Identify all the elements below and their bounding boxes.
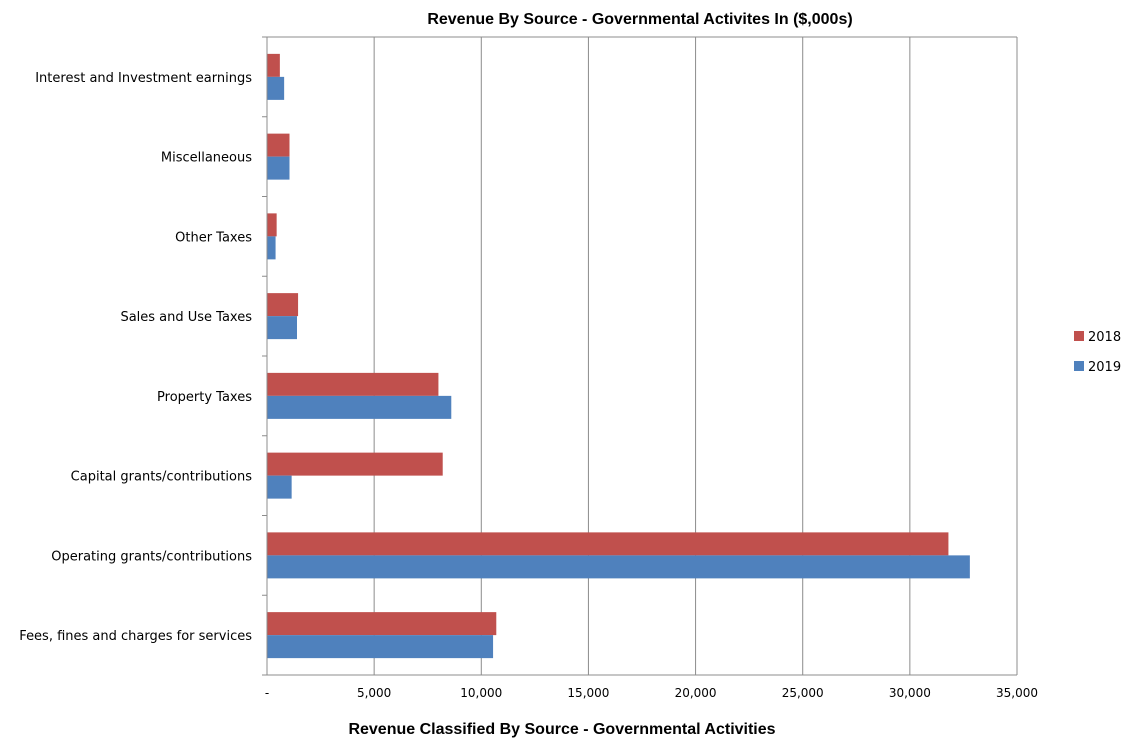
category-label: Other Taxes <box>175 230 252 245</box>
bar-2018-0 <box>267 53 280 77</box>
bar-2019-4 <box>267 395 452 419</box>
category-label: Capital grants/contributions <box>71 470 253 485</box>
x-tick-label: 25,000 <box>782 686 824 700</box>
category-label: Property Taxes <box>157 390 252 405</box>
legend-swatch-2018 <box>1074 331 1084 341</box>
legend-swatch-2019 <box>1074 361 1084 371</box>
gridlines <box>373 37 1018 675</box>
x-tick-label: 30,000 <box>889 686 931 700</box>
x-tick-label: - <box>265 686 269 700</box>
bar-2018-2 <box>267 213 277 237</box>
bar-2018-5 <box>267 452 443 476</box>
x-tick-label: 20,000 <box>675 686 717 700</box>
legend-label-2018: 2018 <box>1088 330 1121 345</box>
legend: 2018 2019 <box>1074 330 1121 375</box>
category-label: Miscellaneous <box>161 151 252 166</box>
x-tick-labels: - 5,000 10,000 15,000 20,000 25,000 30,000 35,0… <box>265 686 1038 700</box>
bars <box>267 53 970 659</box>
x-tick-label: 15,000 <box>567 686 609 700</box>
bar-2019-7 <box>267 635 494 659</box>
x-axis-label: Revenue Classified By Source - Governmen… <box>348 721 775 738</box>
category-label: Sales and Use Taxes <box>120 310 252 325</box>
bar-2018-6 <box>267 532 949 556</box>
bar-2019-0 <box>267 76 285 100</box>
chart-title: Revenue By Source - Governmental Activit… <box>427 11 852 28</box>
category-label: Fees, fines and charges for services <box>19 629 252 644</box>
axes <box>262 36 1017 676</box>
bar-2019-5 <box>267 475 292 499</box>
legend-label-2019: 2019 <box>1088 360 1121 375</box>
bar-2018-7 <box>267 612 497 636</box>
x-tick-label: 35,000 <box>996 686 1038 700</box>
bar-2018-3 <box>267 293 299 317</box>
category-label: Operating grants/contributions <box>51 549 252 564</box>
x-tick-label: 5,000 <box>357 686 391 700</box>
bar-2019-2 <box>267 236 276 260</box>
bar-2019-3 <box>267 316 297 340</box>
bar-2019-1 <box>267 156 290 180</box>
category-labels: Interest and Investment earnings Miscella… <box>19 71 252 644</box>
x-tick-label: 10,000 <box>460 686 502 700</box>
bar-2018-1 <box>267 133 290 157</box>
category-label: Interest and Investment earnings <box>35 71 252 86</box>
bar-2019-6 <box>267 555 970 579</box>
bar-2018-4 <box>267 372 439 396</box>
